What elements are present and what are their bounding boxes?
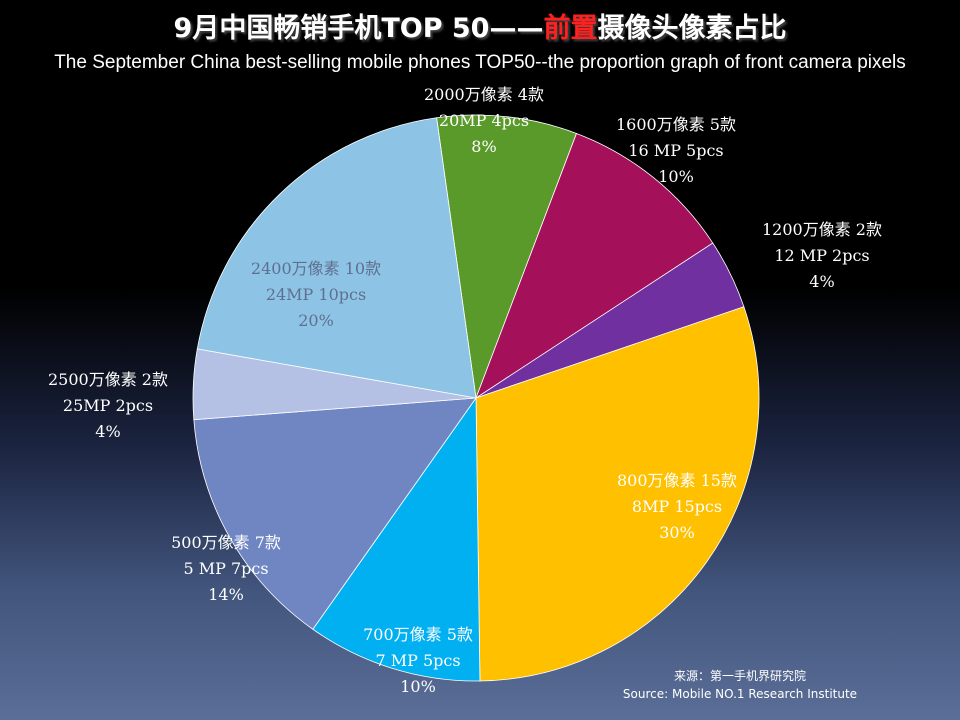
pie-slice-7	[196, 117, 477, 399]
chart-subtitle: The September China best-selling mobile …	[54, 52, 906, 73]
pie-slice-5	[193, 397, 477, 630]
slice-label-line: 1200万像素 2款	[762, 220, 882, 239]
slice-label-line: 800万像素 15款	[617, 471, 737, 490]
pie-slice-1	[475, 132, 714, 400]
pie-slice-0	[436, 114, 578, 399]
chart-title-prefix: 9月中国畅销手机TOP 50——	[173, 13, 544, 44]
slice-label-line: 30%	[659, 523, 695, 542]
slice-label-line: 20MP 4pcs	[439, 111, 529, 130]
slice-label-line: 12 MP 2pcs	[774, 246, 869, 265]
slice-label-line: 4%	[809, 272, 834, 291]
slice-label-5: 500万像素 7款 5 MP 7pcs 14%	[171, 533, 281, 604]
slice-label-1: 1600万像素 5款 16 MP 5pcs 10%	[616, 115, 736, 186]
source-note: 来源：第一手机界研究院 Source: Mobile NO.1 Research…	[600, 667, 880, 703]
slice-label-line: 1600万像素 5款	[616, 115, 736, 134]
slice-label-7: 2400万像素 10款 24MP 10pcs 20%	[251, 259, 381, 330]
slice-label-line: 2400万像素 10款	[251, 259, 381, 278]
slice-label-line: 4%	[95, 422, 120, 441]
slice-label-line: 500万像素 7款	[171, 533, 281, 552]
slice-label-line: 2000万像素 4款	[424, 85, 544, 104]
slice-label-line: 25MP 2pcs	[63, 396, 153, 415]
slice-label-line: 2500万像素 2款	[48, 370, 168, 389]
slice-label-line: 20%	[298, 311, 334, 330]
slice-label-2: 1200万像素 2款 12 MP 2pcs 4%	[762, 220, 882, 291]
source-line-cn: 来源：第一手机界研究院	[673, 669, 806, 683]
pie-slice-3	[475, 306, 760, 682]
pie-slice-4	[312, 396, 481, 682]
slice-label-line: 700万像素 5款	[363, 625, 473, 644]
slice-label-line: 24MP 10pcs	[266, 285, 366, 304]
slice-label-line: 14%	[208, 585, 244, 604]
chart-title: 9月中国畅销手机TOP 50——前置摄像头像素占比	[0, 6, 960, 45]
slice-label-4: 700万像素 5款 7 MP 5pcs 10%	[363, 625, 473, 696]
slice-label-line: 8MP 15pcs	[632, 497, 722, 516]
slice-label-line: 8%	[471, 137, 496, 156]
slice-label-3: 800万像素 15款 8MP 15pcs 30%	[617, 471, 737, 542]
slice-label-line: 16 MP 5pcs	[628, 141, 723, 160]
slice-label-line: 10%	[658, 167, 694, 186]
source-line-en: Source: Mobile NO.1 Research Institute	[622, 687, 858, 701]
chart-title-highlight: 前置	[543, 13, 598, 44]
slice-label-6: 2500万像素 2款 25MP 2pcs 4%	[48, 370, 168, 441]
slice-label-0: 2000万像素 4款 20MP 4pcs 8%	[424, 85, 544, 156]
slice-label-line: 7 MP 5pcs	[375, 651, 460, 670]
chart-title-suffix: 摄像头像素占比	[597, 13, 787, 44]
slice-label-line: 10%	[400, 677, 436, 696]
slice-label-line: 5 MP 7pcs	[183, 559, 268, 578]
